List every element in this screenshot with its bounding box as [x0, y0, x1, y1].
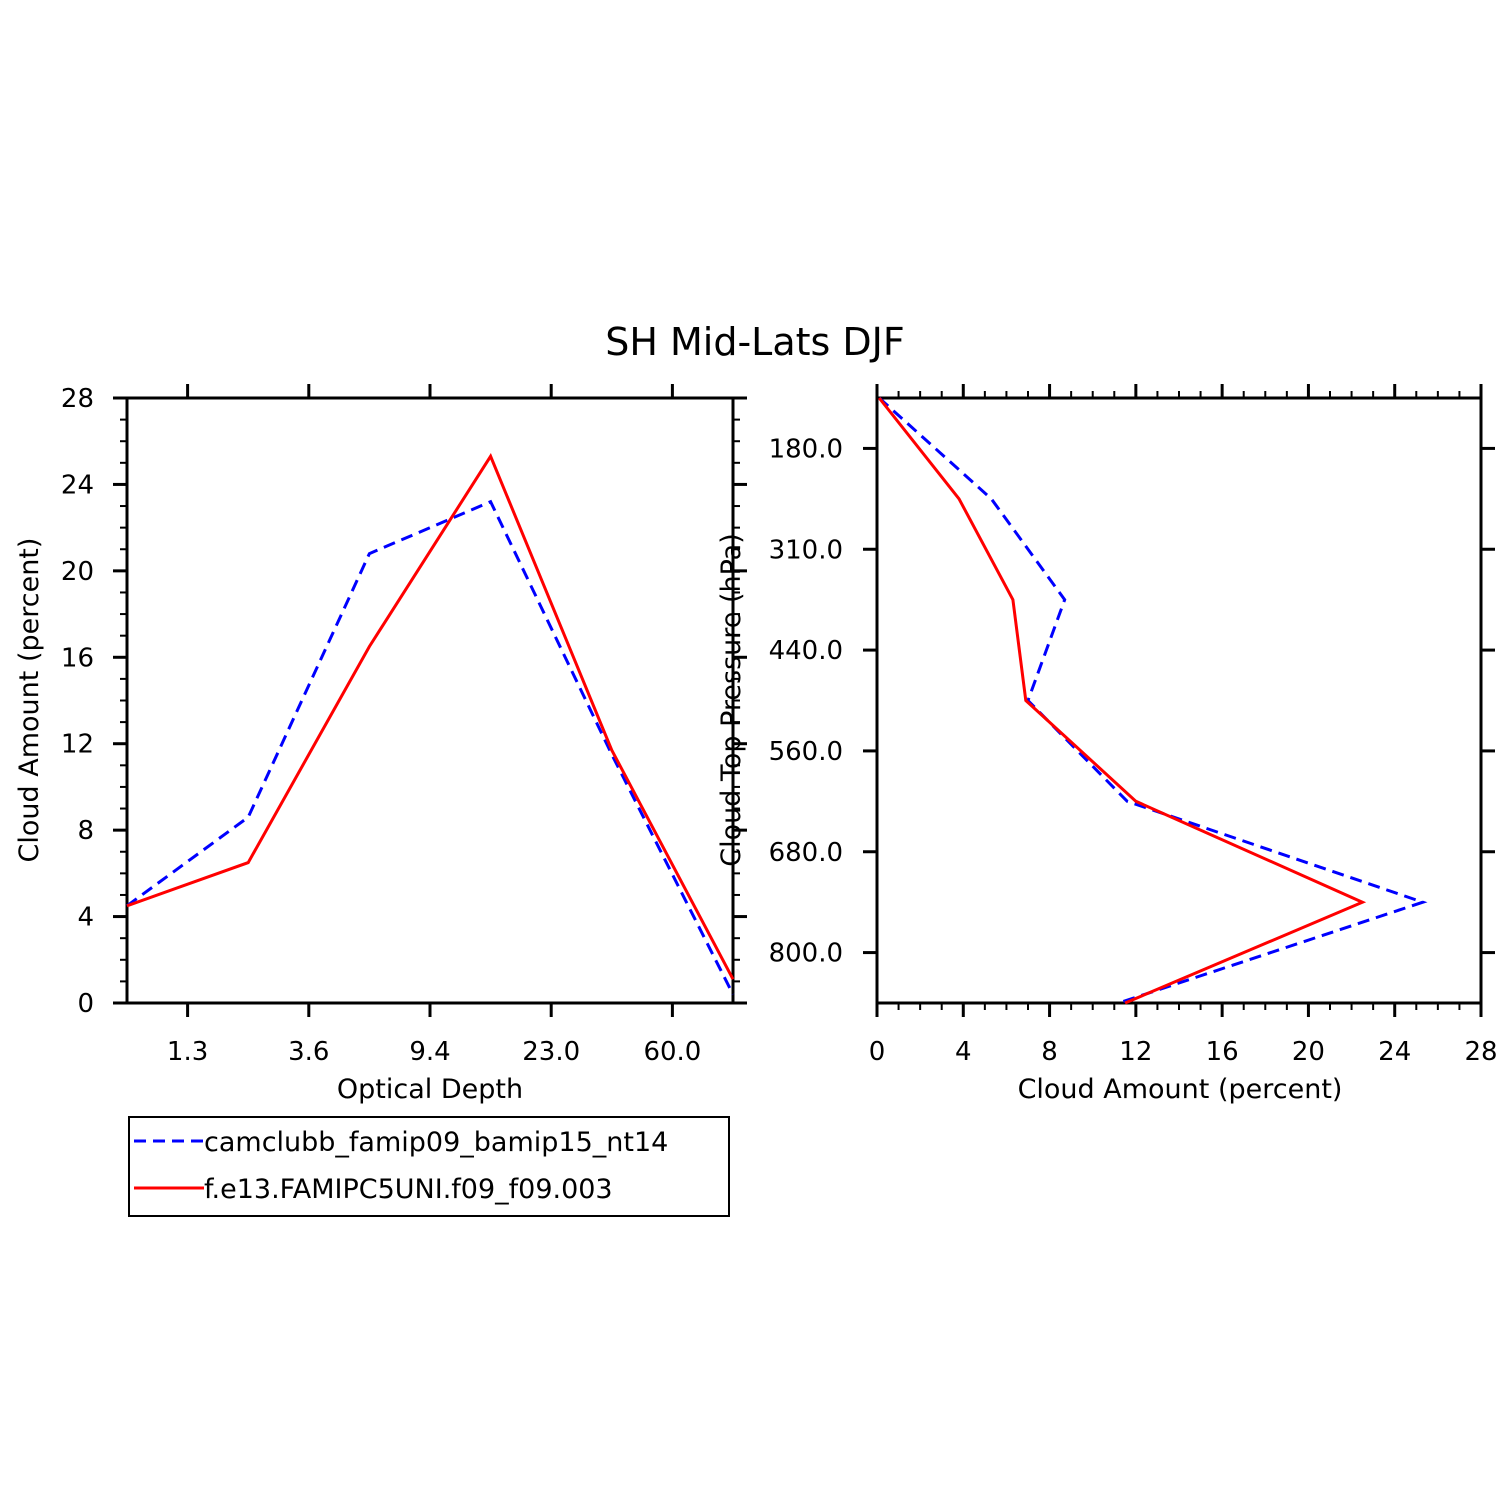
right-x-tick-label: 20: [1292, 1037, 1325, 1067]
pressure-panel: 0 4 8 12 16 20 24 28 180.0 310.0 440.0 560.0 680.0 80…: [716, 384, 1498, 1105]
right-plot-frame: [875, 396, 1483, 1005]
right-x-tick-label: 16: [1206, 1037, 1239, 1067]
left-x-axis-title: Optical Depth: [337, 1074, 523, 1105]
right-x-tick-label: 0: [869, 1037, 886, 1067]
left-y-tick-label: 28: [61, 384, 94, 414]
right-y-tick-label: 180.0: [769, 434, 843, 464]
right-y-tick-label: 560.0: [769, 737, 843, 767]
left-ticks: 0 4 8 12 16 20 24 28 1.3 3.6 9.4 23.0 60.0: [61, 384, 747, 1067]
left-series-line-1: [126, 499, 735, 996]
right-y-tick-label: 310.0: [769, 535, 843, 565]
left-y-tick-label: 8: [77, 816, 94, 846]
left-y-tick-label: 0: [77, 989, 94, 1019]
left-y-tick-label: 16: [61, 643, 94, 673]
right-x-tick-label: 12: [1119, 1037, 1152, 1067]
right-series: [878, 396, 1428, 1005]
legend-label-series-1: camclubb_famip09_bamip15_nt14: [204, 1127, 668, 1158]
right-series-line-2: [878, 397, 1367, 1005]
left-x-tick-label: 1.3: [167, 1037, 208, 1067]
left-x-tick-label: 60.0: [643, 1037, 701, 1067]
left-y-tick-label: 24: [61, 470, 94, 500]
right-x-axis-title: Cloud Amount (percent): [1018, 1074, 1343, 1105]
left-y-axis-title: Cloud Amount (percent): [14, 538, 45, 863]
right-x-tick-label: 8: [1041, 1037, 1058, 1067]
right-y-axis-title: Cloud Top Pressure (hPa): [716, 533, 747, 867]
right-y-tick-label: 440.0: [769, 636, 843, 666]
legend-box: [128, 1116, 730, 1217]
right-y-tick-label: 680.0: [769, 838, 843, 868]
right-x-tick-label: 24: [1378, 1037, 1411, 1067]
left-y-tick-label: 4: [77, 903, 94, 933]
left-x-tick-label: 9.4: [409, 1037, 450, 1067]
right-y-tick-label: 800.0: [769, 939, 843, 969]
left-x-tick-label: 3.6: [288, 1037, 329, 1067]
left-plot-frame: [125, 396, 735, 1005]
left-series-line-2: [126, 453, 735, 980]
right-x-tick-label: 28: [1464, 1037, 1497, 1067]
legend-label-series-2: f.e13.FAMIPC5UNI.f09_f09.003: [204, 1174, 613, 1205]
optical-depth-panel: 0 4 8 12 16 20 24 28 1.3 3.6 9.4 23.0 60.0 Optical D…: [14, 384, 747, 1105]
right-ticks: 0 4 8 12 16 20 24 28 180.0 310.0 440.0 560.0 680.0 80…: [769, 384, 1498, 1067]
legend: camclubb_famip09_bamip15_nt14 f.e13.FAMI…: [128, 1116, 730, 1217]
left-x-tick-label: 23.0: [522, 1037, 580, 1067]
left-series: [126, 453, 735, 996]
left-y-tick-label: 12: [61, 730, 94, 760]
main-title: SH Mid-Lats DJF: [605, 320, 905, 364]
left-y-tick-label: 20: [61, 557, 94, 587]
right-x-tick-label: 4: [955, 1037, 972, 1067]
